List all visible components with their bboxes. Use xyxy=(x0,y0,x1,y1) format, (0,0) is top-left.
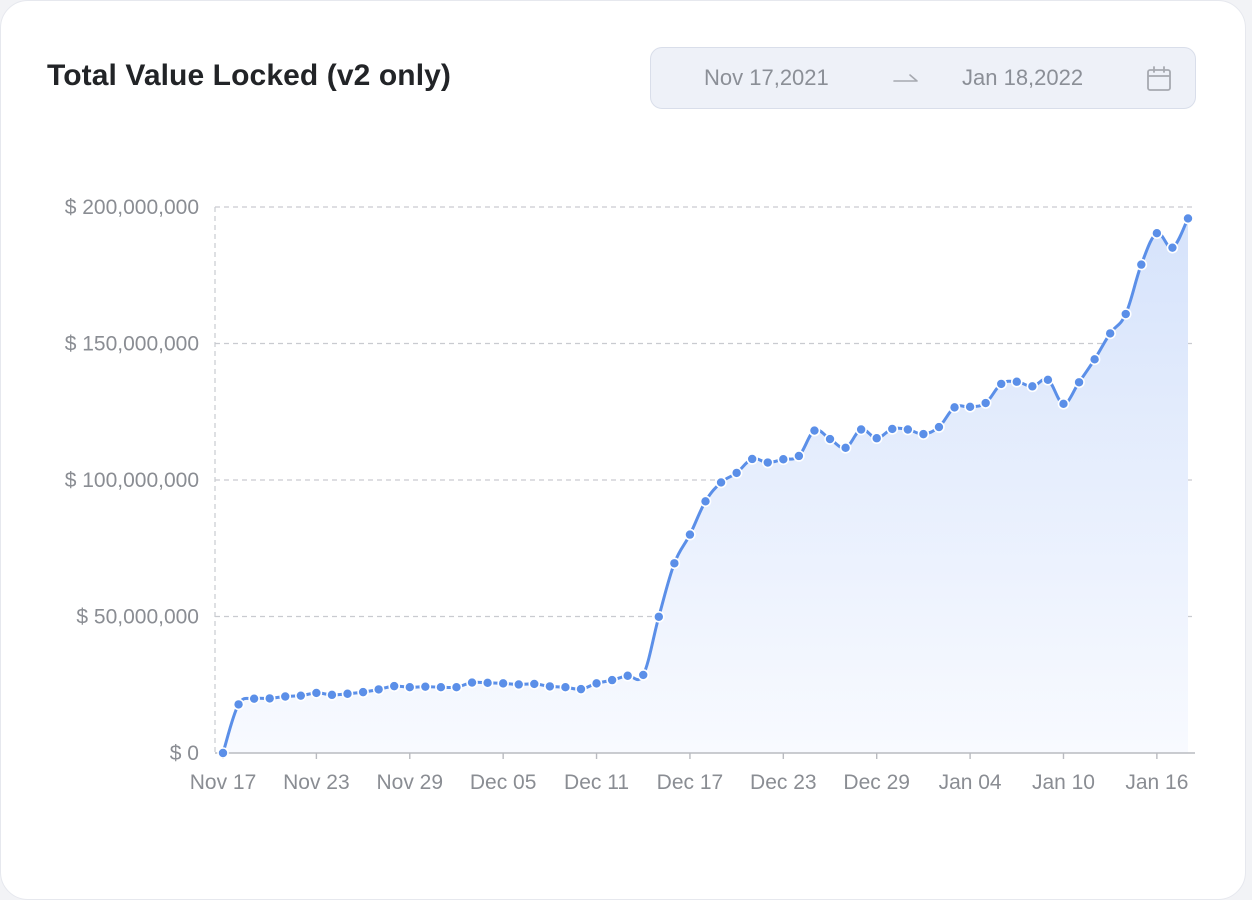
data-point-14 xyxy=(435,681,447,694)
x-tick-label-4: Dec 11 xyxy=(564,771,629,794)
data-point-38 xyxy=(808,424,821,437)
data-point-32 xyxy=(715,476,727,489)
calendar-icon[interactable] xyxy=(1146,66,1172,92)
data-point-6 xyxy=(310,687,323,699)
data-point-48 xyxy=(964,401,976,413)
data-point-1 xyxy=(232,698,245,711)
data-point-5 xyxy=(295,689,307,702)
data-point-16 xyxy=(466,676,478,689)
data-point-7 xyxy=(326,689,338,701)
data-point-12 xyxy=(403,681,416,694)
x-tick-label-1: Nov 23 xyxy=(283,771,350,794)
x-tick-label-3: Dec 05 xyxy=(470,771,537,794)
y-tick-label-4: $ 200,000,000 xyxy=(65,196,199,219)
y-tick-label-2: $ 100,000,000 xyxy=(65,469,199,492)
x-tick-label-9: Jan 10 xyxy=(1032,771,1095,794)
data-point-61 xyxy=(1166,241,1179,254)
y-tick-label-0: $ 0 xyxy=(170,742,199,765)
data-point-13 xyxy=(419,680,432,693)
x-tick-label-7: Dec 29 xyxy=(843,771,910,794)
data-point-49 xyxy=(979,397,992,409)
data-point-35 xyxy=(761,456,774,469)
data-point-11 xyxy=(388,680,401,692)
data-point-33 xyxy=(730,467,743,479)
data-point-51 xyxy=(1010,375,1023,388)
data-point-44 xyxy=(902,423,914,436)
data-point-18 xyxy=(497,677,509,690)
data-point-19 xyxy=(512,678,525,691)
area-fill-layer xyxy=(223,218,1188,754)
data-point-10 xyxy=(372,683,385,696)
y-tick-label-1: $ 50,000,000 xyxy=(76,606,199,629)
data-point-4 xyxy=(279,690,292,703)
data-point-52 xyxy=(1026,380,1039,393)
data-point-39 xyxy=(824,433,836,445)
data-point-57 xyxy=(1104,327,1116,340)
data-point-47 xyxy=(948,401,961,414)
data-point-9 xyxy=(357,686,369,698)
data-point-55 xyxy=(1073,376,1085,389)
axes xyxy=(215,752,1195,759)
data-point-43 xyxy=(886,423,899,435)
data-point-2 xyxy=(248,692,260,705)
data-point-45 xyxy=(917,428,930,440)
data-point-17 xyxy=(481,677,494,689)
data-point-40 xyxy=(839,441,852,454)
x-tick-label-8: Jan 04 xyxy=(939,771,1002,794)
data-point-29 xyxy=(668,557,681,570)
data-point-31 xyxy=(699,495,712,508)
x-tick-label-10: Jan 16 xyxy=(1125,771,1188,794)
x-tick-label-5: Dec 17 xyxy=(657,771,724,794)
data-point-58 xyxy=(1119,308,1132,320)
data-point-34 xyxy=(746,453,758,465)
data-point-62 xyxy=(1182,212,1194,225)
arrow-right-icon xyxy=(893,74,918,82)
data-point-46 xyxy=(933,421,945,433)
data-point-37 xyxy=(793,450,805,462)
y-tick-label-3: $ 150,000,000 xyxy=(65,333,199,356)
x-tick-label-6: Dec 23 xyxy=(750,771,817,794)
data-points xyxy=(217,212,1194,759)
x-tick-label-0: Nov 17 xyxy=(190,771,257,794)
x-tick-labels: Nov 17 Nov 23 Nov 29 Dec 05 Dec 11 Dec 17 Dec … xyxy=(190,771,1189,794)
y-tick-labels: $ 0 $ 50,000,000 $ 100,000,000 $ 150,000,00… xyxy=(65,196,199,765)
data-point-26 xyxy=(621,669,634,682)
x-tick-label-2: Nov 29 xyxy=(377,771,444,794)
tvl-area-chart: $ 0 $ 50,000,000 $ 100,000,000 $ 150,000,00… xyxy=(65,196,1195,794)
area-fill xyxy=(223,218,1188,754)
data-point-0 xyxy=(217,747,229,759)
data-point-20 xyxy=(528,678,541,690)
data-point-15 xyxy=(450,681,463,694)
data-point-23 xyxy=(575,683,587,695)
date-range-picker[interactable]: Nov 17,2021 Jan 18,2022 xyxy=(650,47,1196,109)
data-point-27 xyxy=(637,669,650,681)
data-point-53 xyxy=(1042,374,1054,386)
data-point-25 xyxy=(606,674,618,686)
data-point-60 xyxy=(1151,227,1163,240)
data-point-8 xyxy=(341,687,354,700)
data-point-21 xyxy=(544,680,556,693)
data-point-41 xyxy=(855,423,867,436)
data-point-3 xyxy=(263,692,276,705)
data-point-36 xyxy=(777,453,790,466)
data-point-22 xyxy=(559,681,572,694)
data-point-28 xyxy=(653,610,665,623)
date-range-end[interactable]: Jan 18,2022 xyxy=(962,65,1084,90)
data-point-59 xyxy=(1135,258,1148,271)
date-range-start[interactable]: Nov 17,2021 xyxy=(704,65,829,90)
data-point-56 xyxy=(1088,353,1101,366)
data-point-54 xyxy=(1057,398,1070,410)
data-point-50 xyxy=(995,378,1008,390)
data-point-42 xyxy=(870,432,883,445)
data-point-24 xyxy=(590,677,603,690)
chart-title: Total Value Locked (v2 only) xyxy=(47,59,452,92)
data-point-30 xyxy=(684,528,696,541)
